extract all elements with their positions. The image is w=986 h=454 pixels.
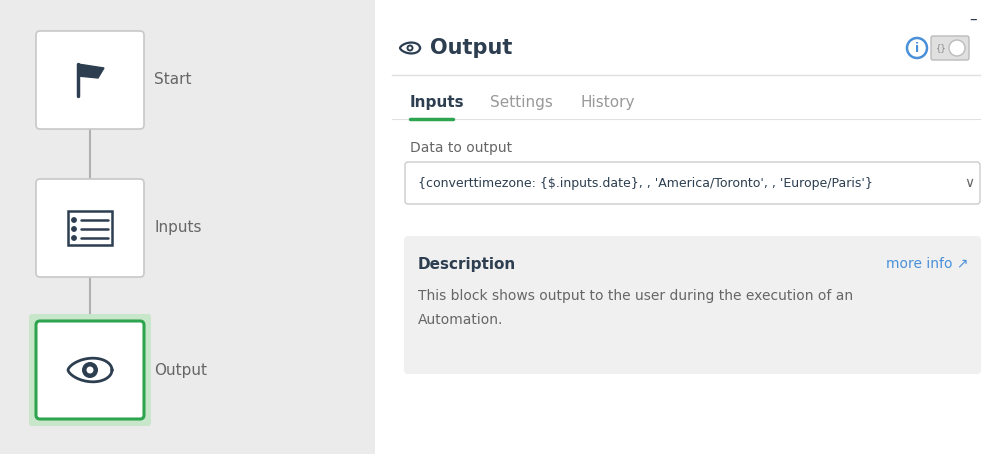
Circle shape <box>72 236 76 240</box>
Text: Settings: Settings <box>489 95 552 110</box>
Text: History: History <box>580 95 634 110</box>
Circle shape <box>408 46 411 49</box>
Bar <box>375 0 986 454</box>
FancyBboxPatch shape <box>35 31 144 129</box>
Bar <box>68 211 111 245</box>
FancyBboxPatch shape <box>930 36 968 60</box>
Circle shape <box>906 38 926 58</box>
Circle shape <box>72 227 76 231</box>
FancyBboxPatch shape <box>35 321 144 419</box>
FancyBboxPatch shape <box>29 314 151 426</box>
Text: {converttimezone: {$.inputs.date}, , 'America/Toronto', , 'Europe/Paris'}: {converttimezone: {$.inputs.date}, , 'Am… <box>418 177 872 189</box>
Text: ∨: ∨ <box>963 176 973 190</box>
Circle shape <box>406 44 413 51</box>
Polygon shape <box>78 64 104 78</box>
Bar <box>0 0 375 454</box>
Text: –: – <box>968 12 976 27</box>
Text: Start: Start <box>154 73 191 88</box>
Text: Description: Description <box>418 257 516 271</box>
FancyBboxPatch shape <box>403 236 980 374</box>
FancyBboxPatch shape <box>404 162 979 204</box>
Circle shape <box>72 218 76 222</box>
Text: This block shows output to the user during the execution of an: This block shows output to the user duri… <box>418 289 852 303</box>
Text: more info ↗: more info ↗ <box>885 257 968 271</box>
Circle shape <box>87 366 94 374</box>
Text: Data to output: Data to output <box>409 141 512 155</box>
Text: {}: {} <box>935 44 946 53</box>
FancyBboxPatch shape <box>35 179 144 277</box>
Text: Output: Output <box>154 362 207 377</box>
Text: i: i <box>914 42 918 55</box>
Circle shape <box>82 362 98 378</box>
Text: Output: Output <box>430 38 512 58</box>
Text: Automation.: Automation. <box>418 313 503 327</box>
Circle shape <box>948 40 964 56</box>
Text: Inputs: Inputs <box>154 221 201 236</box>
Text: Inputs: Inputs <box>409 95 464 110</box>
